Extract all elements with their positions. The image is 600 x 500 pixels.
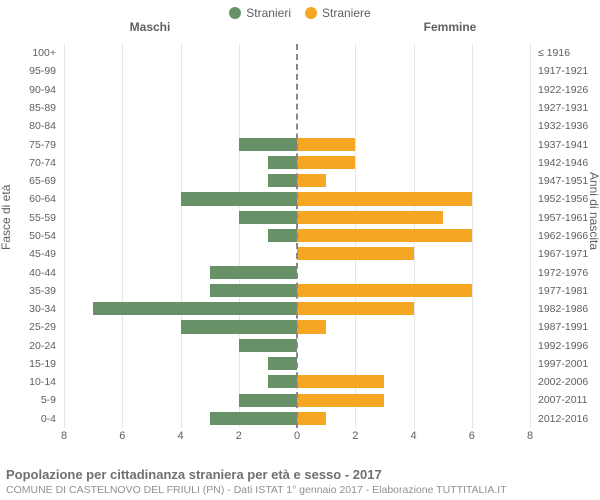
y-left-label: 40-44 <box>0 263 60 281</box>
x-tick-label: 4 <box>177 430 183 442</box>
legend-item-straniere: Straniere <box>305 6 371 20</box>
legend-label: Straniere <box>322 6 371 20</box>
y-right-label: 1967-1971 <box>534 245 600 263</box>
y-right-label: 1992-1996 <box>534 337 600 355</box>
y-left-label: 100+ <box>0 44 60 62</box>
y-left-labels: 100+95-9990-9485-8980-8475-7970-7465-696… <box>0 44 60 428</box>
y-left-label: 90-94 <box>0 81 60 99</box>
y-left-label: 50-54 <box>0 227 60 245</box>
bar-male <box>268 357 297 370</box>
y-left-label: 80-84 <box>0 117 60 135</box>
bar-male <box>268 375 297 388</box>
bar-male <box>239 339 297 352</box>
x-axis-ticks: 8 6 4 2 0 2 4 6 8 <box>64 430 530 446</box>
y-left-label: 15-19 <box>0 355 60 373</box>
bar-male <box>268 229 297 242</box>
bar-male <box>268 156 297 169</box>
y-right-label: 1917-1921 <box>534 62 600 80</box>
bar-female <box>297 412 326 425</box>
y-left-label: 85-89 <box>0 99 60 117</box>
legend-item-stranieri: Stranieri <box>229 6 291 20</box>
bar-female <box>297 211 443 224</box>
y-right-label: 1952-1956 <box>534 190 600 208</box>
x-tick-label: 0 <box>294 430 300 442</box>
y-right-label: 1997-2001 <box>534 355 600 373</box>
y-right-label: 1972-1976 <box>534 263 600 281</box>
x-tick-label: 4 <box>410 430 416 442</box>
column-header-femmine: Femmine <box>300 20 600 34</box>
y-right-labels: ≤ 19161917-19211922-19261927-19311932-19… <box>534 44 600 428</box>
plot-area <box>64 44 530 428</box>
bar-female <box>297 156 355 169</box>
y-right-label: 1937-1941 <box>534 135 600 153</box>
bar-female <box>297 320 326 333</box>
y-left-label: 20-24 <box>0 337 60 355</box>
y-right-label: 1987-1991 <box>534 318 600 336</box>
y-right-label: 1927-1931 <box>534 99 600 117</box>
legend-swatch-stranieri <box>229 7 241 19</box>
bar-female <box>297 229 472 242</box>
y-left-label: 0-4 <box>0 410 60 428</box>
x-tick-label: 8 <box>61 430 67 442</box>
y-left-label: 55-59 <box>0 209 60 227</box>
y-left-label: 70-74 <box>0 154 60 172</box>
x-tick-label: 2 <box>352 430 358 442</box>
y-right-label: 1932-1936 <box>534 117 600 135</box>
bar-male <box>239 394 297 407</box>
y-left-label: 10-14 <box>0 373 60 391</box>
bar-male <box>239 138 297 151</box>
bar-male <box>210 412 297 425</box>
grid-line <box>530 44 531 428</box>
x-tick-label: 8 <box>527 430 533 442</box>
bar-female <box>297 138 355 151</box>
y-right-label: 1922-1926 <box>534 81 600 99</box>
bar-female <box>297 375 384 388</box>
chart-title: Popolazione per cittadinanza straniera p… <box>6 467 594 482</box>
y-left-label: 35-39 <box>0 282 60 300</box>
bar-female <box>297 192 472 205</box>
y-right-label: 1957-1961 <box>534 209 600 227</box>
bar-female <box>297 247 414 260</box>
x-tick-label: 6 <box>469 430 475 442</box>
bar-female <box>297 394 384 407</box>
y-right-label: 1977-1981 <box>534 282 600 300</box>
y-left-label: 75-79 <box>0 135 60 153</box>
bar-female <box>297 284 472 297</box>
y-left-label: 25-29 <box>0 318 60 336</box>
bar-female <box>297 174 326 187</box>
y-left-label: 95-99 <box>0 62 60 80</box>
y-left-label: 60-64 <box>0 190 60 208</box>
y-right-label: 1942-1946 <box>534 154 600 172</box>
bar-male <box>239 211 297 224</box>
column-header-maschi: Maschi <box>0 20 300 34</box>
bar-male <box>210 284 297 297</box>
bar-male <box>93 302 297 315</box>
x-tick-label: 6 <box>119 430 125 442</box>
bar-male <box>181 192 298 205</box>
population-pyramid-chart: Stranieri Straniere Maschi Femmine Fasce… <box>0 0 600 500</box>
bar-female <box>297 302 414 315</box>
y-right-label: 2002-2006 <box>534 373 600 391</box>
chart-subtitle: COMUNE DI CASTELNOVO DEL FRIULI (PN) - D… <box>6 484 594 496</box>
y-left-label: 45-49 <box>0 245 60 263</box>
y-right-label: ≤ 1916 <box>534 44 600 62</box>
legend: Stranieri Straniere <box>0 0 600 20</box>
y-left-label: 5-9 <box>0 391 60 409</box>
center-line <box>296 44 298 428</box>
y-right-label: 1982-1986 <box>534 300 600 318</box>
y-left-label: 30-34 <box>0 300 60 318</box>
y-right-label: 1947-1951 <box>534 172 600 190</box>
y-right-label: 2012-2016 <box>534 410 600 428</box>
bar-male <box>210 266 297 279</box>
bar-male <box>181 320 298 333</box>
y-left-label: 65-69 <box>0 172 60 190</box>
x-tick-label: 2 <box>236 430 242 442</box>
legend-label: Stranieri <box>246 6 291 20</box>
y-right-label: 2007-2011 <box>534 391 600 409</box>
bar-male <box>268 174 297 187</box>
chart-footer: Popolazione per cittadinanza straniera p… <box>6 467 594 496</box>
y-right-label: 1962-1966 <box>534 227 600 245</box>
column-headers: Maschi Femmine <box>0 20 600 38</box>
legend-swatch-straniere <box>305 7 317 19</box>
